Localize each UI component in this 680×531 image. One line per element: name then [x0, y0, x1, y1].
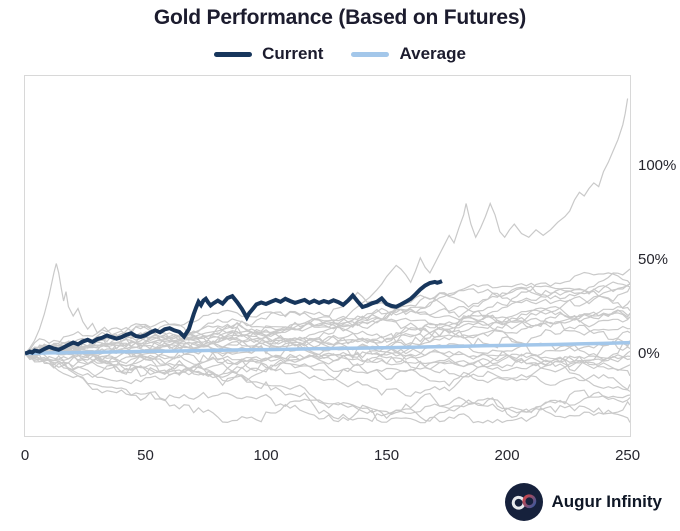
average-line — [25, 340, 630, 356]
y-tick-0%: 0% — [638, 344, 660, 362]
chart-legend: Current Average — [0, 44, 680, 64]
early-spike-year-line — [25, 263, 630, 372]
background-line — [25, 337, 630, 397]
background-line — [25, 351, 630, 424]
background-line — [25, 337, 630, 367]
y-tick-100%: 100% — [638, 157, 677, 174]
background-line — [25, 271, 630, 358]
legend-label-average: Average — [399, 44, 466, 63]
chart-title: Gold Performance (Based on Futures) — [153, 6, 527, 29]
y-tick-50%: 50% — [638, 250, 669, 268]
legend-swatch-current-icon — [214, 51, 253, 57]
background-line — [25, 318, 630, 372]
background-line — [25, 283, 630, 354]
background-line — [25, 300, 630, 357]
current-line — [25, 279, 443, 356]
background-line — [25, 352, 630, 424]
background-line — [25, 348, 630, 416]
background-line — [25, 353, 630, 385]
background-line — [25, 340, 630, 368]
background-line — [25, 268, 630, 355]
background-line — [25, 314, 630, 378]
x-tick-200: 200 — [494, 447, 520, 464]
legend-label-current: Current — [262, 44, 324, 63]
augur-infinity-brand: Augur Infinity — [504, 483, 662, 521]
brand-name: Augur Infinity — [551, 492, 662, 511]
background-line — [25, 349, 630, 391]
x-tick-0: 0 — [20, 447, 30, 464]
x-tick-250: 250 — [615, 447, 641, 464]
legend-item-average: Average — [351, 44, 466, 64]
legend-item-current: Current — [214, 44, 323, 64]
x-tick-100: 100 — [253, 447, 279, 464]
legend-swatch-average-icon — [351, 51, 390, 57]
x-tick-150: 150 — [374, 447, 400, 464]
chart-plot-area — [25, 98, 630, 424]
background-line — [25, 341, 630, 392]
infinity-logo-icon — [504, 483, 543, 521]
x-tick-50: 50 — [137, 447, 154, 464]
best-year-line — [25, 98, 629, 355]
